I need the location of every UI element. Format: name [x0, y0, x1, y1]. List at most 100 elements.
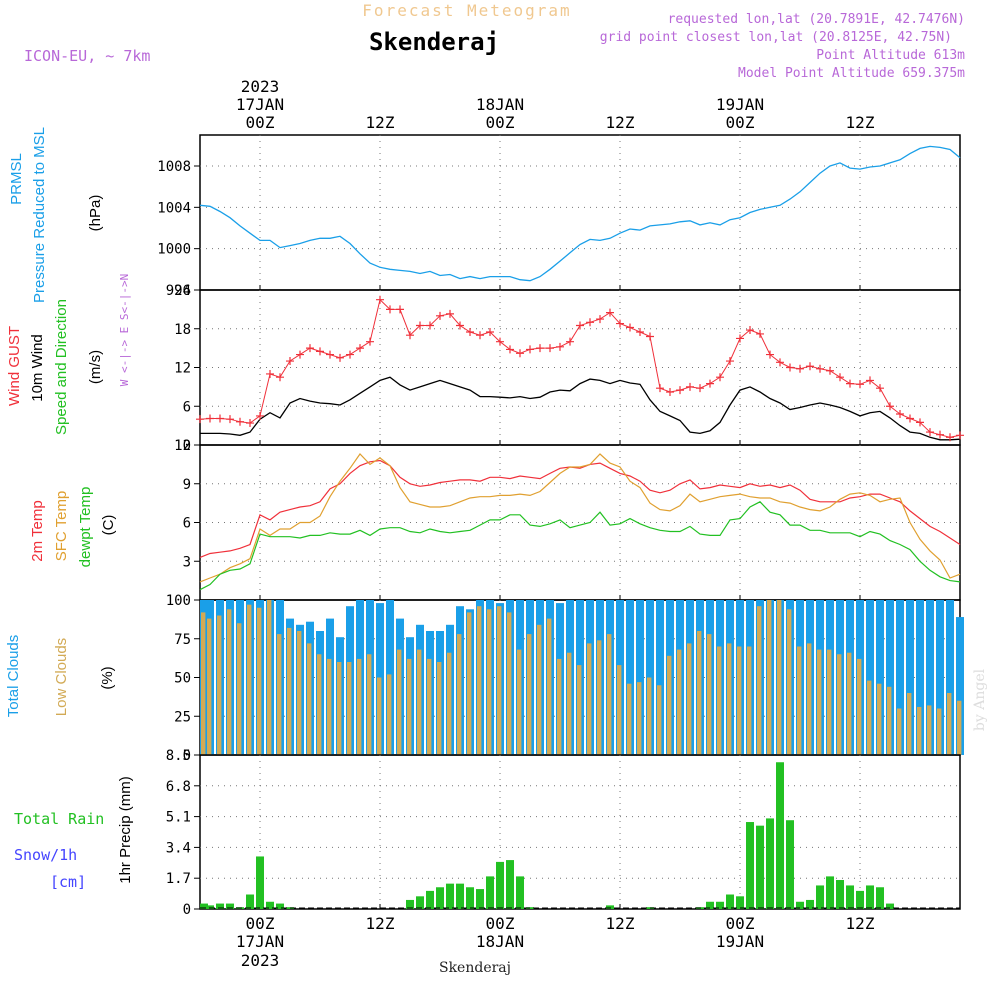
- low-cloud-bar: [387, 674, 392, 755]
- total-cloud-bar: [956, 617, 964, 755]
- gust-marker: [606, 308, 614, 317]
- y-tick-label: 6.8: [166, 779, 191, 795]
- low-cloud-bar: [247, 604, 252, 755]
- gust-marker: [846, 379, 854, 388]
- gust-marker: [416, 321, 424, 330]
- y-tick-label: 1000: [157, 242, 191, 258]
- low-cloud-bar: [337, 662, 342, 755]
- y-tick-label: 25: [174, 709, 191, 725]
- rain-bar: [426, 890, 434, 909]
- dewpoint-line: [199, 501, 961, 591]
- low-cloud-bar: [827, 649, 832, 755]
- low-cloud-bar: [407, 658, 412, 755]
- rain-bar: [276, 903, 284, 909]
- y-tick-label: 6: [183, 516, 191, 532]
- low-cloud-bar: [507, 612, 512, 755]
- gust-marker: [946, 433, 954, 442]
- y-tick-label: 50: [174, 671, 191, 687]
- low-cloud-bar: [587, 643, 592, 755]
- top-axis-hour: 12Z: [846, 113, 875, 132]
- rain-bar: [436, 887, 444, 909]
- gust-marker: [796, 364, 804, 373]
- gust-marker: [836, 373, 844, 382]
- y-tick-label: 1004: [157, 200, 191, 216]
- bottom-axis-hour: 12Z: [606, 914, 635, 933]
- gust-marker: [756, 329, 764, 338]
- wind-direction-ylabel: Speed and Direction: [53, 299, 70, 435]
- bottom-axis-hour: 12Z: [366, 914, 395, 933]
- gust-marker: [576, 321, 584, 330]
- total-cloud-bar: [926, 600, 934, 755]
- low-cloud-bar: [397, 649, 402, 755]
- low-cloud-bar: [897, 708, 902, 755]
- gust-marker: [256, 411, 264, 420]
- top-axis-hour: 12Z: [366, 113, 395, 132]
- pressure-ylabel-1: PRMSL: [8, 153, 25, 205]
- y-tick-label: 24: [174, 283, 191, 299]
- rain-bar: [266, 901, 274, 909]
- gust-marker: [316, 347, 324, 356]
- bottom-axis-date: 17JAN: [236, 932, 284, 951]
- top-axis-hour: 00Z: [726, 113, 755, 132]
- low-cloud-bar: [667, 655, 672, 755]
- low-cloud-bar: [837, 654, 842, 755]
- gust-marker: [816, 364, 824, 373]
- y-tick-label: 1.7: [166, 871, 191, 887]
- gust-marker: [536, 344, 544, 353]
- gust-marker: [856, 380, 864, 389]
- low-cloud-bar: [297, 631, 302, 755]
- low-cloud-bar: [657, 685, 662, 755]
- total-cloud-bar: [946, 600, 954, 755]
- bottom-axis-hour: 00Z: [726, 914, 755, 933]
- gust-marker: [916, 418, 924, 427]
- total-cloud-bar: [626, 600, 634, 755]
- y-tick-label: 3: [183, 554, 191, 570]
- low-cloud-bar: [727, 643, 732, 755]
- low-cloud-bar: [697, 631, 702, 755]
- low-cloud-bar: [227, 609, 232, 755]
- pressure-ylabel-unit: (hPa): [87, 195, 104, 232]
- y-tick-label: 0: [183, 902, 191, 918]
- rain-bar: [826, 876, 834, 909]
- rain-bar: [406, 899, 414, 909]
- gust-marker: [736, 334, 744, 343]
- model-altitude: Model Point Altitude 659.375m: [738, 66, 965, 81]
- rain-bar: [486, 876, 494, 909]
- low-cloud-bar: [527, 634, 532, 755]
- gust-marker: [306, 344, 314, 353]
- gust-marker: [616, 319, 624, 328]
- low-cloud-bar: [877, 683, 882, 755]
- low-cloud-bar: [627, 683, 632, 755]
- wind-speed-line: [200, 376, 961, 441]
- gust-marker: [196, 415, 204, 424]
- low-cloud-bar: [907, 693, 912, 755]
- low-cloud-bar: [207, 618, 212, 755]
- y-tick-label: 6: [183, 399, 191, 415]
- gust-marker: [276, 373, 284, 382]
- gust-marker: [956, 431, 964, 440]
- rain-bar: [766, 818, 774, 909]
- low-cloud-bar: [277, 634, 282, 755]
- low-cloud-bar: [887, 686, 892, 755]
- low-cloud-bar: [477, 606, 482, 755]
- top-axis-year: 2023: [241, 77, 280, 96]
- rain-bar: [606, 905, 614, 909]
- low-cloud-bar: [257, 607, 262, 755]
- low-cloud-bar: [487, 609, 492, 755]
- total-clouds-ylabel: Total Clouds: [5, 635, 22, 718]
- rain-legend: Total Rain: [14, 810, 104, 828]
- low-cloud-bar: [927, 705, 932, 755]
- rain-bar: [246, 894, 254, 909]
- low-cloud-bar: [937, 708, 942, 755]
- low-cloud-bar: [447, 652, 452, 755]
- rain-bar: [806, 899, 814, 909]
- low-cloud-bar: [267, 600, 272, 755]
- pressure-line: [199, 145, 961, 282]
- gust-marker: [896, 410, 904, 418]
- y-tick-label: 12: [174, 361, 191, 377]
- rain-bar: [716, 901, 724, 909]
- low-cloud-bar: [687, 643, 692, 755]
- low-cloud-bar: [367, 654, 372, 755]
- wind-ylabel-unit: (m/s): [87, 350, 104, 384]
